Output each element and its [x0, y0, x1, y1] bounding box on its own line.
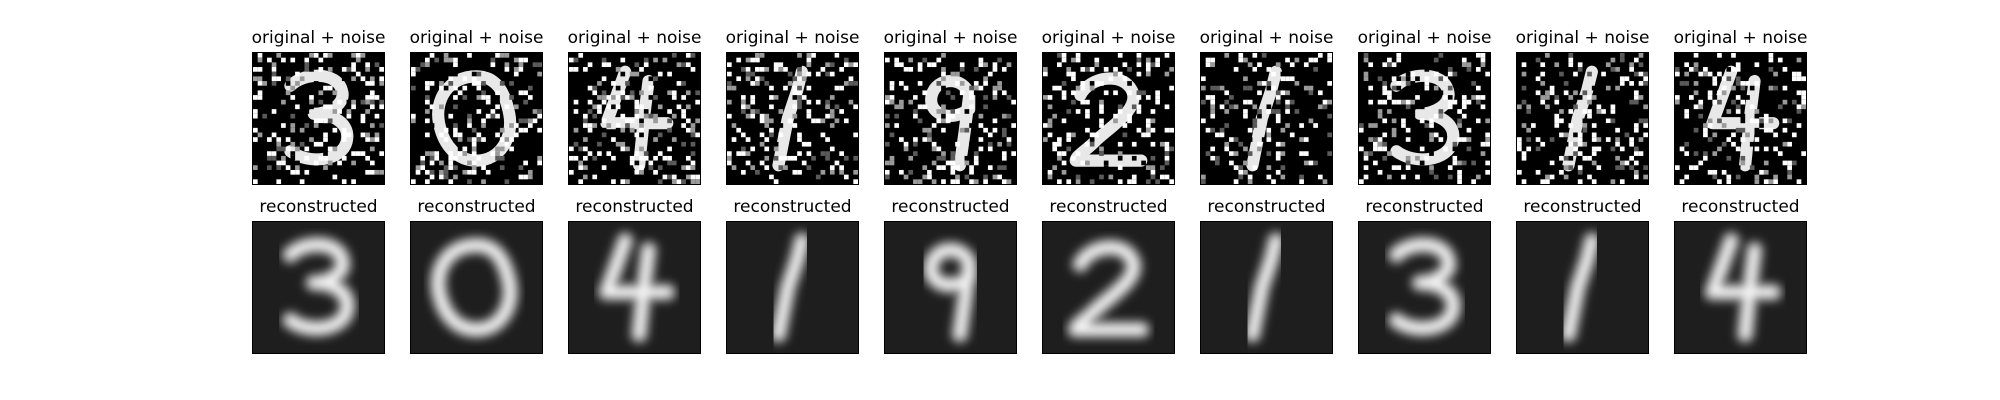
noise-pixels — [727, 53, 858, 184]
digit-stroke — [1247, 235, 1282, 340]
panel-title: reconstructed — [1365, 197, 1484, 217]
noise-pixels — [411, 53, 542, 184]
noise-pixels — [1359, 53, 1490, 184]
noise-pixels — [1675, 53, 1806, 184]
reconstructed-image — [1516, 221, 1649, 354]
digit-stroke — [772, 65, 808, 172]
noisy-image — [1358, 52, 1491, 185]
digit-image — [727, 53, 858, 184]
reconstructed-image — [726, 221, 859, 354]
noise-pixels — [253, 53, 384, 184]
noisy-image — [1042, 52, 1175, 185]
digit-stroke — [1391, 239, 1459, 334]
panel-title: reconstructed — [1049, 197, 1168, 217]
digit-image — [1675, 222, 1806, 353]
noisy-image — [1516, 52, 1649, 185]
panel-title: reconstructed — [1681, 197, 1800, 217]
digit-stroke — [1563, 235, 1598, 340]
digit-stroke — [285, 239, 353, 334]
digit-image — [253, 222, 384, 353]
digit-image — [885, 222, 1016, 353]
noise-pixels — [1201, 53, 1332, 184]
reconstructed-image — [1042, 221, 1175, 354]
noise-pixels — [569, 53, 700, 184]
digit-stroke — [926, 245, 975, 340]
digit-image — [1043, 222, 1174, 353]
panel-title: original + noise — [409, 28, 544, 48]
digit-stroke — [433, 240, 516, 335]
digit-image — [1359, 222, 1490, 353]
digit-image — [1517, 222, 1648, 353]
digit-stroke — [1390, 69, 1460, 166]
digit-image — [569, 222, 700, 353]
digit-stroke — [1707, 235, 1779, 340]
reconstructed-image — [252, 221, 385, 354]
panel-title: original + noise — [1041, 28, 1176, 48]
digit-image — [1359, 53, 1490, 184]
reconstructed-image — [410, 221, 543, 354]
digit-image — [1675, 53, 1806, 184]
reconstructed-image — [884, 221, 1017, 354]
noise-pixels — [1043, 53, 1174, 184]
panel-title: original + noise — [883, 28, 1018, 48]
digit-image — [885, 53, 1016, 184]
reconstructed-image — [1674, 221, 1807, 354]
panel-title: reconstructed — [575, 197, 694, 217]
reconstructed-image — [1358, 221, 1491, 354]
noisy-image — [410, 52, 543, 185]
digit-image — [411, 53, 542, 184]
digit-stroke — [1070, 242, 1147, 335]
noise-pixels — [885, 53, 1016, 184]
panel-title: reconstructed — [417, 197, 536, 217]
digit-image — [569, 53, 700, 184]
digit-image — [1517, 53, 1648, 184]
digit-image — [253, 53, 384, 184]
digit-stroke — [1562, 65, 1598, 172]
noisy-image — [884, 52, 1017, 185]
panel-title: original + noise — [725, 28, 860, 48]
panel-title: original + noise — [1515, 28, 1650, 48]
noisy-image — [568, 52, 701, 185]
panel-title: reconstructed — [733, 197, 852, 217]
noisy-image — [1674, 52, 1807, 185]
digit-stroke — [773, 235, 808, 340]
digit-image — [1201, 53, 1332, 184]
panel-title: reconstructed — [891, 197, 1010, 217]
noisy-image — [252, 52, 385, 185]
digit-stroke — [601, 235, 673, 340]
noisy-image — [726, 52, 859, 185]
reconstructed-image — [568, 221, 701, 354]
panel-title: original + noise — [251, 28, 386, 48]
digit-image — [411, 222, 542, 353]
digit-image — [1043, 53, 1174, 184]
digit-stroke — [284, 69, 354, 166]
noise-pixels — [1517, 53, 1648, 184]
digit-image — [1201, 222, 1332, 353]
noisy-image — [1200, 52, 1333, 185]
digit-image — [727, 222, 858, 353]
panel-title: original + noise — [1673, 28, 1808, 48]
panel-title: original + noise — [1199, 28, 1334, 48]
panel-title: original + noise — [567, 28, 702, 48]
panel-title: reconstructed — [259, 197, 378, 217]
panel-title: reconstructed — [1523, 197, 1642, 217]
reconstructed-image — [1200, 221, 1333, 354]
panel-title: reconstructed — [1207, 197, 1326, 217]
panel-title: original + noise — [1357, 28, 1492, 48]
